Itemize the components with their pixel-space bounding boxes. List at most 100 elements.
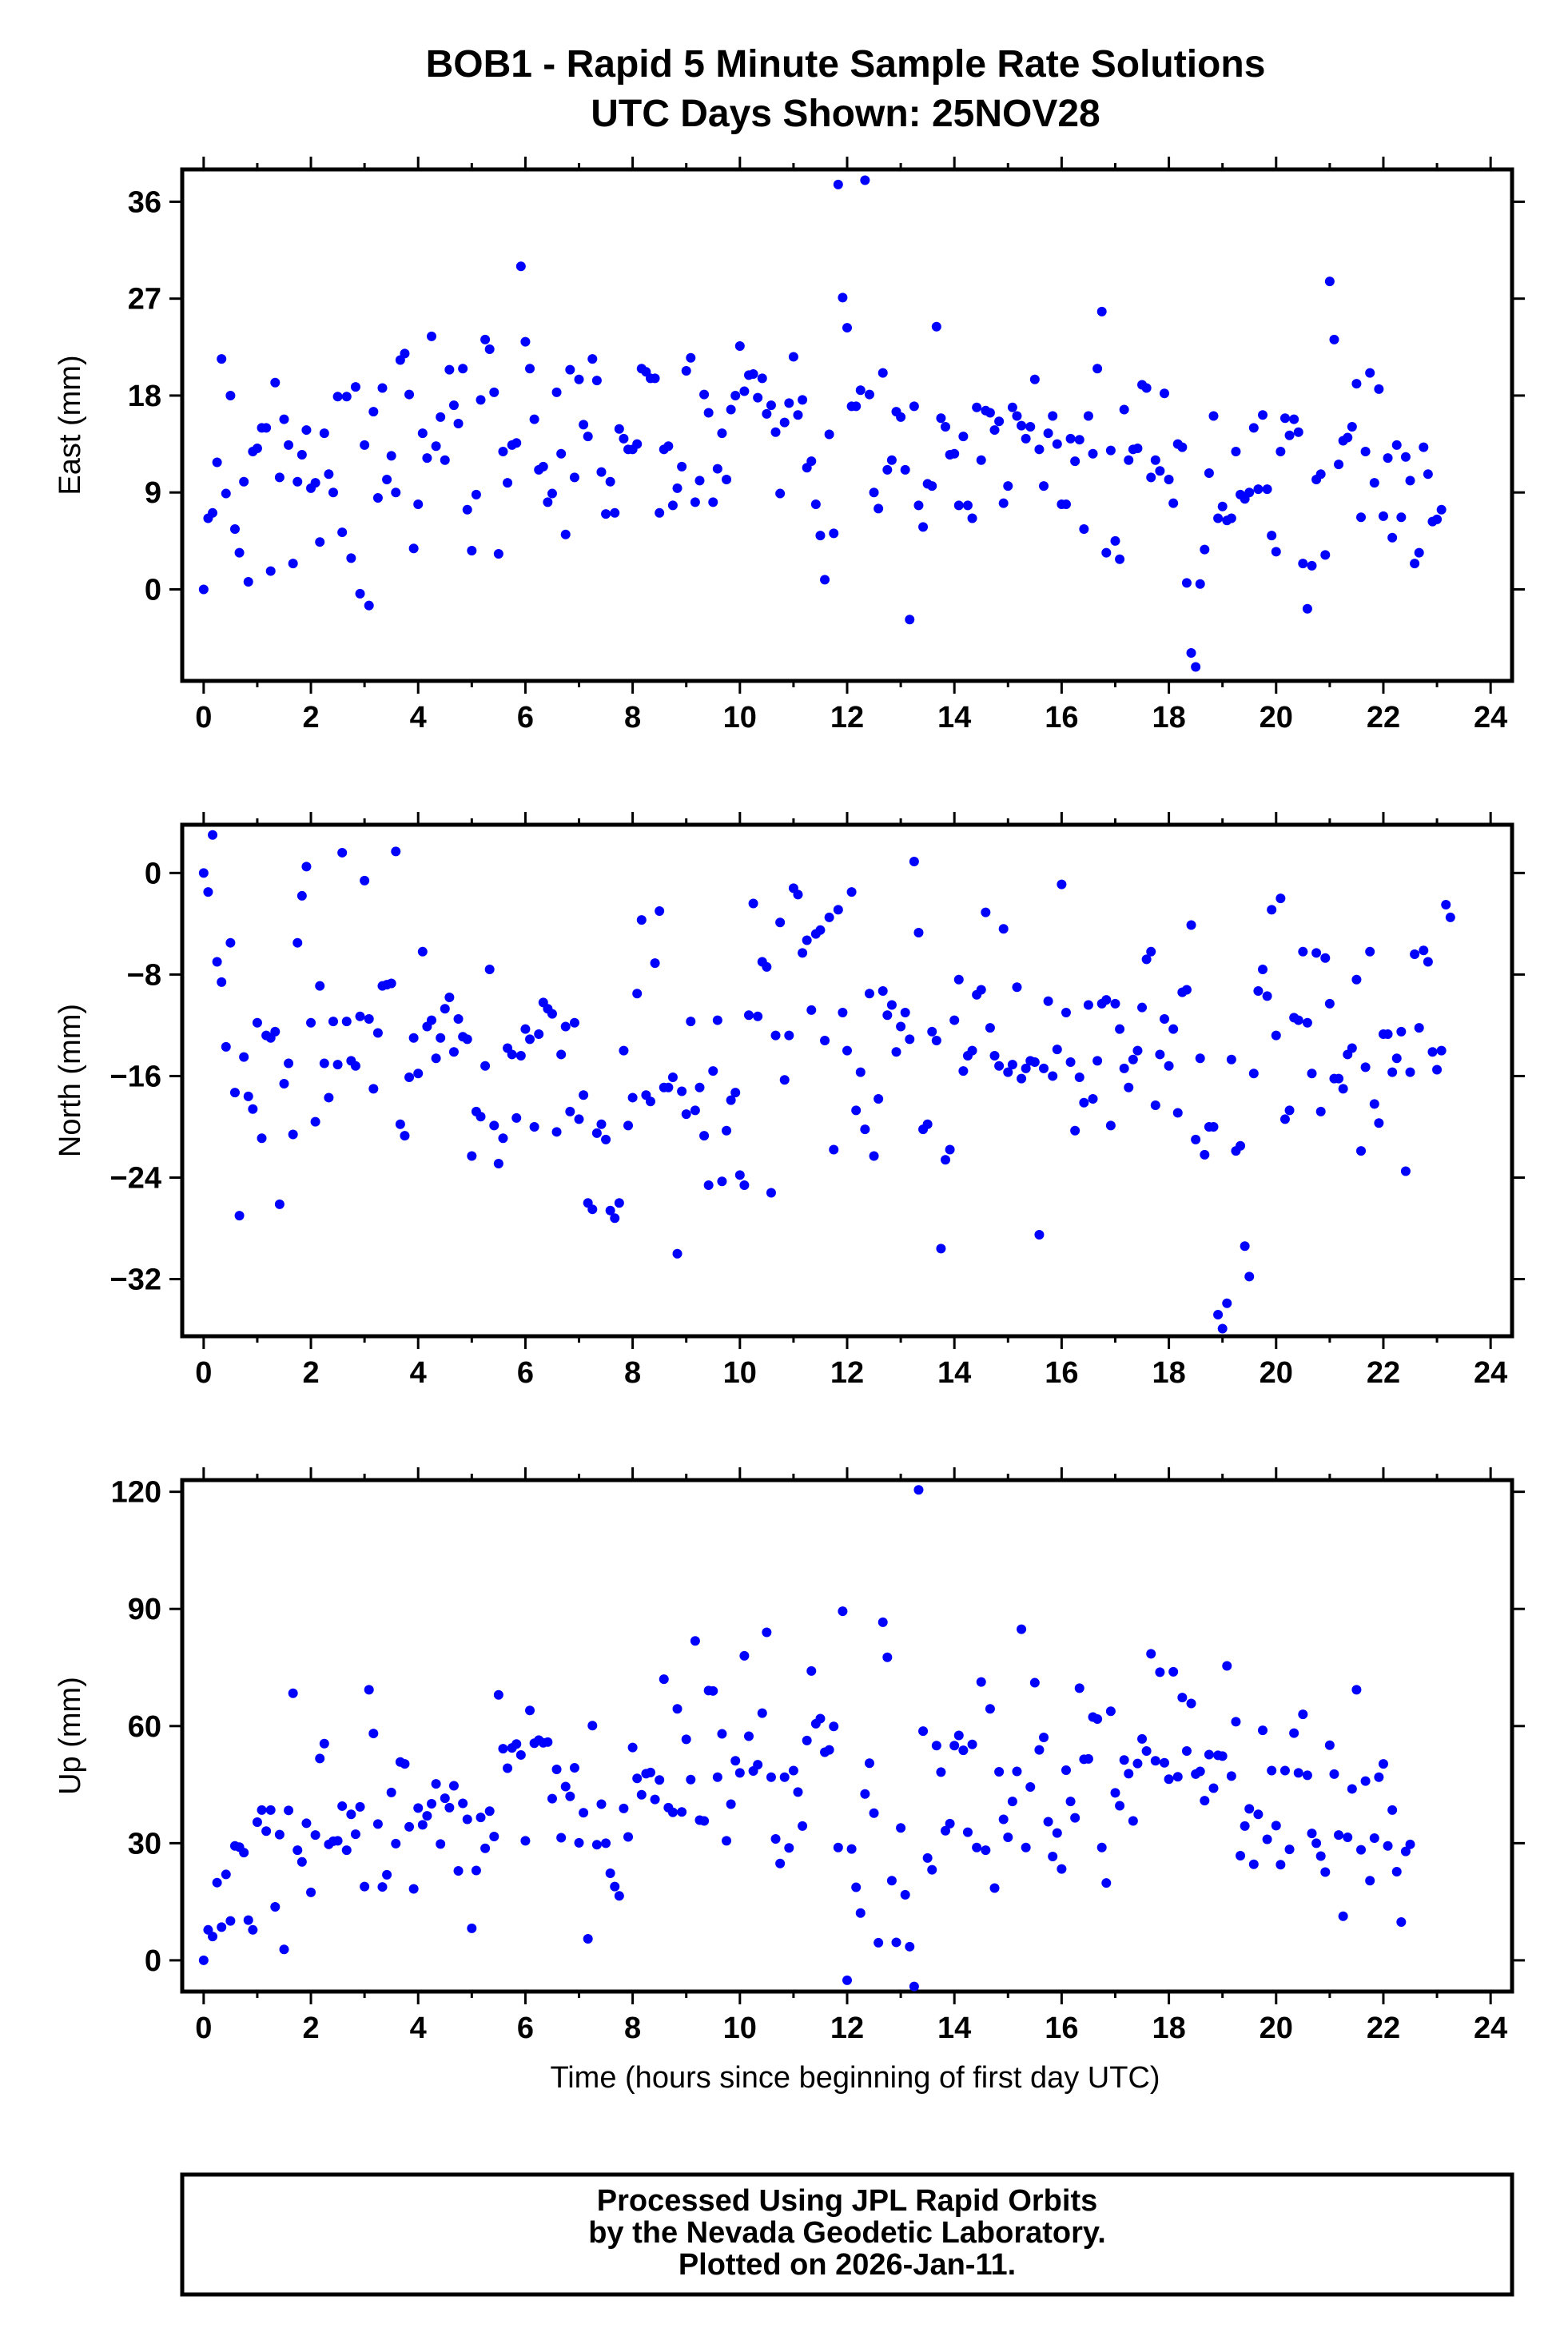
up-data-point	[1351, 1685, 1362, 1695]
up-data-point	[1021, 1842, 1031, 1853]
up-data-point	[627, 1742, 638, 1753]
east-data-point	[565, 364, 575, 375]
east-data-point	[377, 383, 388, 393]
east-data-point	[1289, 414, 1299, 424]
north-data-point	[1043, 996, 1053, 1006]
up-data-point	[444, 1802, 455, 1813]
north-data-point	[1141, 954, 1152, 965]
up-data-point	[874, 1937, 884, 1948]
up-data-point	[972, 1842, 982, 1853]
north-data-point	[762, 961, 772, 972]
east-data-point	[1007, 402, 1017, 412]
up-data-point	[913, 1485, 924, 1495]
east-data-point	[400, 348, 410, 359]
north-data-point	[1213, 1310, 1224, 1320]
north-data-point	[636, 915, 647, 925]
up-data-point	[296, 1856, 307, 1867]
north-data-point	[1057, 879, 1067, 889]
north-data-point	[355, 1011, 365, 1021]
north-data-point	[1396, 1026, 1407, 1037]
north-data-point	[440, 1004, 450, 1014]
east-data-point	[1048, 411, 1058, 421]
up-data-point	[1164, 1774, 1174, 1785]
up-data-point	[1338, 1911, 1348, 1921]
up-data-point	[248, 1924, 258, 1935]
east-data-point	[212, 457, 222, 468]
east-data-point	[198, 584, 209, 595]
up-data-point	[1374, 1772, 1384, 1782]
up-data-point	[623, 1832, 634, 1842]
east-data-point	[1029, 374, 1040, 384]
east-data-point	[1271, 547, 1281, 557]
up-data-point	[905, 1941, 915, 1952]
east-data-point	[1074, 435, 1084, 445]
north-data-point	[296, 890, 307, 901]
up-data-point	[699, 1816, 710, 1826]
up-data-point	[1124, 1769, 1134, 1779]
east-data-point	[1021, 433, 1031, 444]
east-data-point	[436, 412, 446, 422]
up-data-point	[436, 1839, 446, 1849]
north-data-point	[1137, 1002, 1148, 1013]
east-data-point	[958, 432, 969, 442]
north-data-point	[1065, 1057, 1076, 1067]
east-data-point	[1141, 383, 1152, 393]
up-data-point	[869, 1808, 879, 1818]
east-data-point	[820, 575, 830, 585]
east-data-point	[994, 416, 1005, 427]
east-data-point	[1391, 440, 1402, 450]
up-x-tick-label: 0	[195, 2012, 212, 2045]
north-data-point	[846, 887, 857, 897]
up-data-point	[806, 1665, 817, 1676]
east-data-point	[1195, 579, 1205, 589]
east-data-point	[949, 448, 960, 459]
up-data-point	[391, 1838, 401, 1849]
up-data-point	[722, 1836, 732, 1846]
north-data-point	[1387, 1067, 1398, 1077]
up-data-point	[355, 1801, 365, 1812]
north-data-point	[1092, 1056, 1103, 1066]
up-data-point	[667, 1807, 678, 1817]
east-data-point	[520, 336, 531, 347]
east-data-point	[739, 386, 750, 396]
up-data-point	[605, 1868, 615, 1878]
north-data-point	[1423, 957, 1433, 967]
east-data-point	[770, 427, 781, 437]
north-data-point	[601, 1134, 611, 1144]
up-data-point	[882, 1652, 893, 1662]
up-data-point	[565, 1791, 575, 1801]
north-data-point	[1021, 1063, 1031, 1073]
up-data-point	[918, 1726, 929, 1737]
east-data-point	[1436, 504, 1447, 515]
east-data-point	[694, 476, 705, 486]
north-data-point	[221, 1041, 231, 1052]
east-data-point	[878, 368, 888, 378]
east-data-point	[753, 392, 763, 403]
north-data-point	[931, 1035, 941, 1045]
east-data-point	[1383, 453, 1393, 464]
north-data-point	[860, 1124, 870, 1135]
up-data-point	[900, 1889, 910, 1900]
up-data-point	[601, 1838, 611, 1849]
east-data-point	[1124, 455, 1134, 465]
up-data-point	[1101, 1878, 1112, 1888]
north-data-point	[953, 974, 964, 985]
north-data-point	[1302, 1017, 1312, 1028]
east-data-point	[1132, 443, 1143, 453]
east-data-point	[779, 417, 790, 428]
north-data-point	[1307, 1069, 1317, 1079]
up-data-point	[922, 1853, 933, 1863]
north-data-point	[1419, 945, 1429, 956]
up-data-point	[1017, 1624, 1027, 1634]
up-data-point	[1029, 1677, 1040, 1688]
north-data-point	[1356, 1146, 1367, 1156]
north-data-point	[515, 1051, 526, 1061]
east-data-point	[838, 292, 848, 303]
north-data-point	[958, 1066, 969, 1076]
north-data-point	[229, 1088, 240, 1098]
north-data-point	[1271, 1030, 1281, 1041]
north-data-point	[672, 1248, 683, 1259]
up-data-point	[655, 1775, 665, 1785]
east-data-point	[810, 499, 821, 510]
